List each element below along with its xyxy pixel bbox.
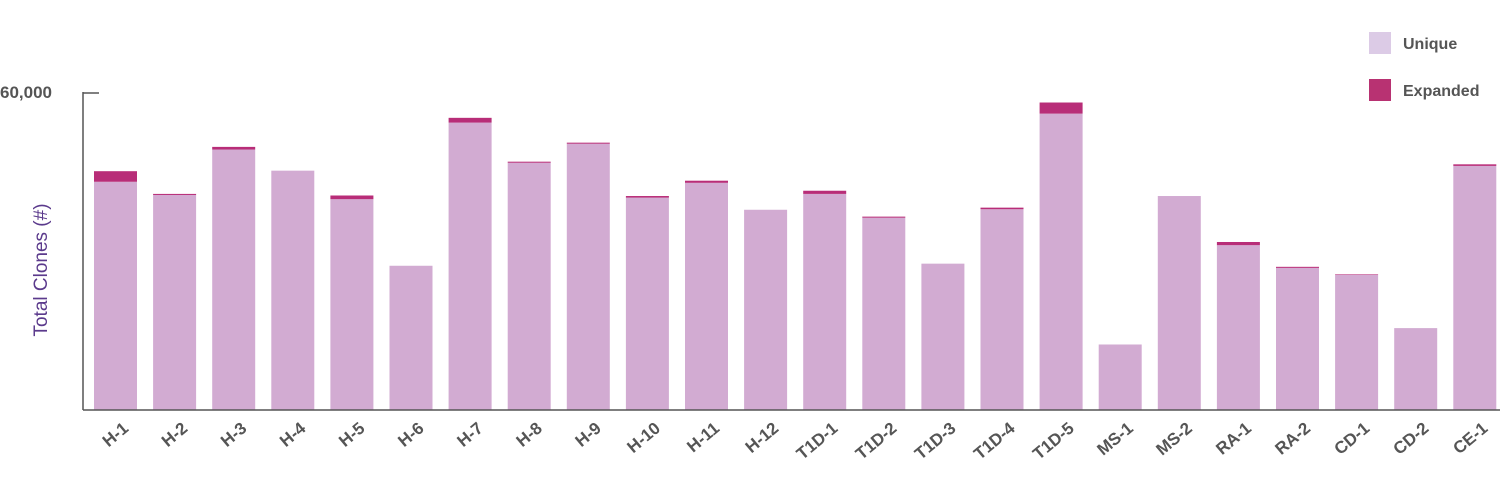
x-tick-label-ra-2: RA-2	[1271, 419, 1314, 459]
legend-label-expanded: Expanded	[1403, 83, 1479, 100]
x-tick-label-cd-1: CD-1	[1331, 419, 1374, 459]
x-tick-label-ms-1: MS-1	[1093, 419, 1136, 460]
x-tick-label-h-5: H-5	[335, 419, 368, 451]
bar-expanded-t1d-5	[1039, 102, 1083, 114]
legend-swatch-expanded	[1369, 79, 1391, 101]
bars-group	[94, 102, 1497, 410]
bar-unique-h-4	[271, 170, 315, 410]
bar-expanded-t1d-2	[862, 216, 906, 218]
bar-unique-h-10	[625, 197, 669, 410]
bar-unique-ms-2	[1157, 196, 1201, 410]
x-tick-label-h-9: H-9	[572, 419, 605, 451]
x-tick-label-ms-2: MS-2	[1153, 419, 1196, 460]
x-tick-label-t1d-5: T1D-5	[1029, 419, 1077, 464]
bar-unique-t1d-2	[862, 217, 906, 410]
bar-expanded-h-8	[507, 161, 551, 163]
x-tick-label-ce-1: CE-1	[1449, 419, 1491, 458]
x-tick-label-h-2: H-2	[158, 419, 191, 451]
bar-expanded-h-5	[330, 195, 374, 200]
x-tick-label-h-7: H-7	[453, 419, 486, 451]
bar-unique-h-7	[448, 122, 492, 410]
x-tick-label-cd-2: CD-2	[1390, 419, 1433, 459]
bar-expanded-cd-1	[1335, 274, 1379, 275]
bar-expanded-ce-1	[1453, 164, 1497, 166]
bar-expanded-h-10	[625, 196, 669, 198]
x-tick-labels: H-1 H-2 H-3 H-4 H-5 H-6 H-7 H-8 H-9 H-10 H-11 H-12 T…	[99, 418, 1492, 463]
bar-expanded-h-11	[685, 180, 728, 183]
bar-unique-t1d-1	[803, 193, 847, 410]
x-tick-label-h-1: H-1	[99, 419, 132, 451]
bar-expanded-h-1	[94, 171, 137, 182]
legend-swatch-unique	[1369, 32, 1391, 54]
bar-expanded-h-9	[566, 142, 610, 144]
bar-unique-t1d-4	[980, 209, 1024, 410]
y-axis-label: Total Clones (#)	[31, 203, 52, 336]
bar-expanded-ra-1	[1216, 241, 1260, 246]
bar-expanded-t1d-4	[980, 207, 1024, 210]
bar-expanded-ra-2	[1276, 266, 1319, 268]
x-tick-label-t1d-2: T1D-2	[852, 419, 900, 464]
bar-unique-ce-1	[1453, 165, 1497, 410]
bar-unique-h-3	[212, 149, 256, 410]
bar-unique-h-8	[507, 162, 551, 410]
bar-unique-h-2	[153, 194, 197, 410]
x-tick-label-h-10: H-10	[624, 419, 664, 457]
x-tick-label-h-3: H-3	[217, 419, 250, 451]
bar-unique-t1d-3	[921, 263, 965, 410]
bar-unique-h-11	[685, 182, 728, 410]
x-tick-label-h-6: H-6	[394, 419, 427, 451]
bar-unique-h-6	[389, 265, 433, 410]
bar-unique-cd-2	[1394, 328, 1438, 410]
legend: Unique Expanded	[1369, 32, 1479, 101]
legend-label-unique: Unique	[1403, 36, 1457, 53]
bar-unique-h-1	[94, 181, 137, 410]
bar-unique-t1d-5	[1039, 113, 1083, 410]
bar-unique-ms-1	[1098, 344, 1142, 410]
x-tick-label-h-11: H-11	[683, 419, 723, 457]
bar-unique-h-5	[330, 199, 374, 410]
y-tick-label: 60,000	[0, 83, 52, 102]
bar-unique-h-12	[744, 209, 788, 410]
bar-unique-ra-2	[1276, 267, 1319, 410]
bar-unique-h-9	[566, 143, 610, 410]
bar-expanded-t1d-1	[803, 190, 847, 194]
bar-unique-ra-1	[1216, 245, 1260, 410]
bar-expanded-h-3	[212, 146, 256, 150]
bar-expanded-h-7	[448, 117, 492, 123]
x-tick-label-t1d-1: T1D-1	[793, 419, 841, 464]
x-tick-label-t1d-3: T1D-3	[911, 419, 959, 464]
x-tick-label-h-4: H-4	[276, 418, 310, 451]
x-tick-label-ra-1: RA-1	[1212, 419, 1255, 459]
x-tick-label-h-12: H-12	[742, 419, 782, 457]
bar-unique-cd-1	[1335, 274, 1379, 410]
x-tick-label-h-8: H-8	[513, 419, 546, 451]
x-tick-label-t1d-4: T1D-4	[970, 418, 1019, 463]
bar-expanded-h-2	[153, 193, 197, 195]
